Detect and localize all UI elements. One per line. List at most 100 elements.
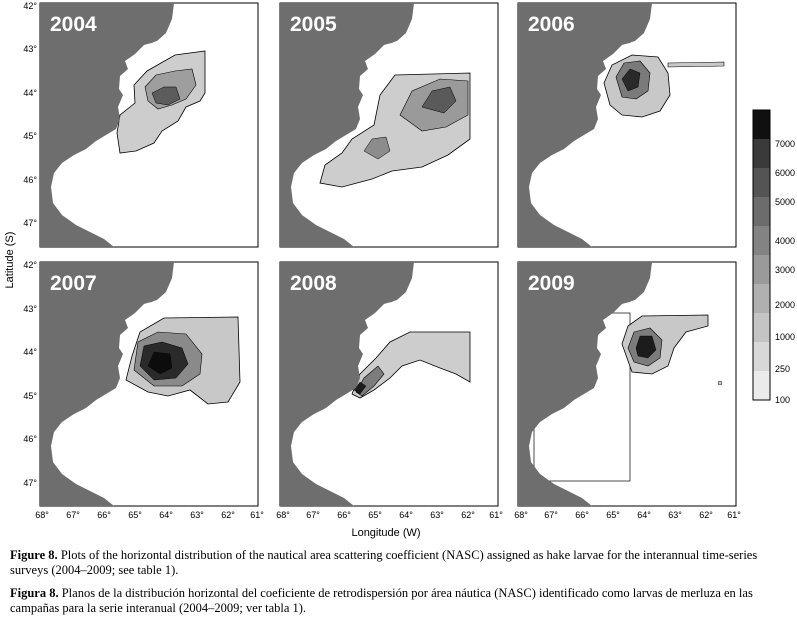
legend-label: 7000 [775, 139, 795, 149]
nasc-contours [621, 314, 723, 386]
lat-tick: 47° [23, 218, 37, 228]
lon-tick: 65° [606, 510, 620, 520]
lon-tick: 65° [128, 510, 142, 520]
lat-tick: 43° [23, 304, 37, 314]
legend-label: 6000 [775, 168, 795, 178]
longitude-ticks-panel-1: 68° 67° 66° 65° 64° 63° 62° 61° [35, 510, 264, 520]
lon-tick: 66° [575, 510, 589, 520]
latitude-ticks: 42° 43° 44° 45° 46° 47° 42° 43° 44° 45° … [23, 1, 37, 488]
lon-tick: 64° [399, 510, 413, 520]
lon-tick: 62° [699, 510, 713, 520]
legend-colorbar: 7000 6000 5000 4000 3000 2000 1000 250 1… [752, 109, 795, 405]
nasc-contours [125, 316, 241, 405]
legend-swatch [753, 255, 770, 285]
lon-tick: 61° [250, 510, 264, 520]
lat-tick: 43° [23, 44, 37, 54]
contour-band [363, 136, 391, 160]
nasc-contours [603, 54, 725, 118]
lon-tick: 63° [190, 510, 204, 520]
lon-tick: 66° [337, 510, 351, 520]
contour-band [621, 68, 641, 92]
legend-label: 5000 [775, 197, 795, 207]
lon-tick: 63° [430, 510, 444, 520]
lon-tick: 66° [97, 510, 111, 520]
lon-tick: 64° [637, 510, 651, 520]
panel-year-label: 2007 [50, 272, 97, 295]
lon-tick: 67° [66, 510, 80, 520]
legend-label: 2000 [775, 300, 795, 310]
lon-tick: 62° [221, 510, 235, 520]
panel-year-label: 2009 [528, 272, 575, 295]
lat-tick: 45° [23, 391, 37, 401]
legend-label: 4000 [775, 236, 795, 246]
lon-tick: 61° [727, 510, 741, 520]
legend-swatches [753, 110, 770, 401]
legend-label: 3000 [775, 265, 795, 275]
legend-swatch [753, 110, 770, 140]
caption-es-label: Figura 8. [10, 586, 59, 600]
panel-2008: 2008 [279, 261, 499, 507]
lat-tick: 46° [23, 175, 37, 185]
contour-band [151, 86, 181, 106]
lon-tick: 63° [668, 510, 682, 520]
lon-tick: 65° [368, 510, 382, 520]
contour-band [667, 61, 725, 68]
lon-tick: 68° [35, 510, 49, 520]
legend-labels: 7000 6000 5000 4000 3000 2000 1000 250 1… [775, 139, 795, 405]
contour-band [421, 86, 457, 114]
legend-swatch [753, 168, 770, 198]
legend-frame [752, 109, 771, 401]
legend-swatch [753, 371, 770, 401]
lon-tick: 68° [276, 510, 290, 520]
lat-tick: 42° [23, 1, 37, 11]
lat-tick: 46° [23, 434, 37, 444]
caption-en-label: Figure 8. [10, 548, 58, 562]
nasc-contours [351, 331, 471, 399]
legend-swatch [753, 197, 770, 227]
panel-2007: 2007 [39, 261, 259, 507]
legend-label: 250 [775, 364, 790, 374]
panel-year-label: 2006 [528, 13, 575, 36]
lon-tick: 64° [159, 510, 173, 520]
nasc-contours [319, 72, 471, 188]
lat-tick: 42° [23, 260, 37, 270]
contour-band [351, 331, 471, 399]
panel-2005: 2005 [279, 2, 499, 248]
contour-band [635, 335, 657, 359]
legend-swatch [753, 139, 770, 169]
lon-tick: 67° [306, 510, 320, 520]
legend-label: 1000 [775, 332, 795, 342]
panel-2006: 2006 [517, 2, 737, 248]
legend-swatch [753, 313, 770, 343]
longitude-ticks-panel-3: 68° 67° 66° 65° 64° 63° 62° 61° [514, 510, 741, 520]
legend-swatch [753, 342, 770, 372]
lat-tick: 45° [23, 131, 37, 141]
panel-2009: 2009 [517, 261, 737, 507]
panel-year-label: 2004 [50, 13, 97, 36]
lon-tick: 67° [544, 510, 558, 520]
panel-2004: 2004 [39, 2, 259, 248]
lon-tick: 62° [461, 510, 475, 520]
lat-tick: 44° [23, 88, 37, 98]
lat-tick: 44° [23, 347, 37, 357]
caption-es-text: Planos de la distribución horizontal del… [10, 586, 753, 615]
contour-band [147, 351, 173, 375]
lon-tick: 61° [489, 510, 503, 520]
legend-swatch [753, 284, 770, 314]
caption-en-text: Plots of the horizontal distribution of … [10, 548, 758, 577]
contour-spot [717, 380, 723, 386]
lon-tick: 68° [514, 510, 528, 520]
map-panels: 2004 2005 [39, 2, 737, 507]
legend-swatch [753, 226, 770, 256]
longitude-ticks-panel-2: 68° 67° 66° 65° 64° 63° 62° 61° [276, 510, 503, 520]
lat-tick: 47° [23, 478, 37, 488]
contour-band [353, 381, 367, 395]
legend-label: 100 [775, 395, 790, 405]
panel-year-label: 2008 [290, 272, 337, 295]
x-axis-title: Longitude (W) [351, 527, 420, 539]
caption-spanish: Figura 8. Planos de la distribución hori… [10, 586, 790, 616]
panel-year-label: 2005 [290, 13, 337, 36]
nasc-contours [116, 50, 206, 154]
caption-english: Figure 8. Plots of the horizontal distri… [10, 548, 790, 578]
